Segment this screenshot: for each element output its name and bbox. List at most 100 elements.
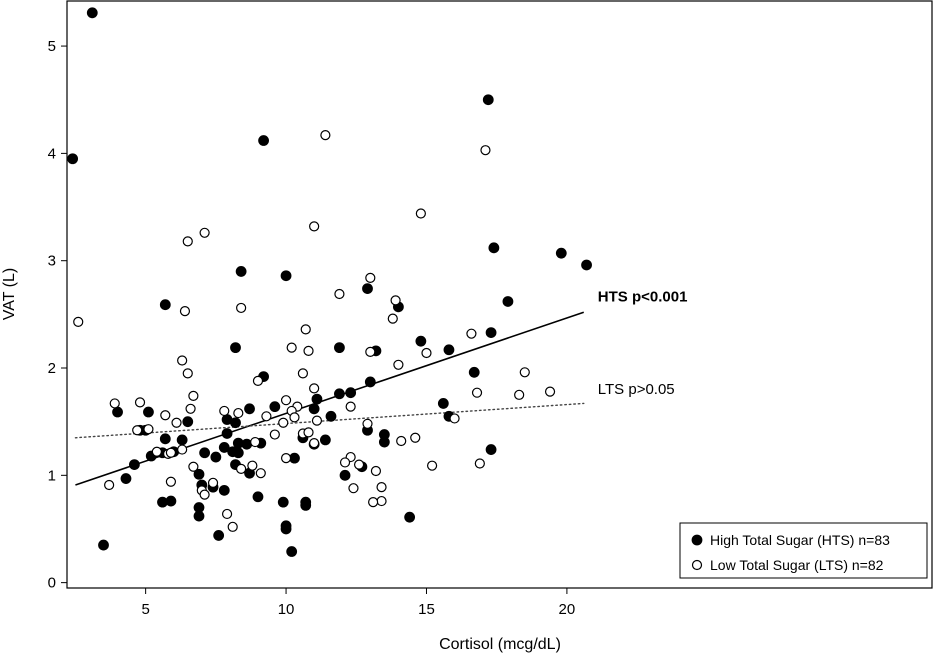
hts-data-point [269, 401, 281, 413]
lts-data-point [309, 438, 320, 449]
hts-data-point [218, 484, 230, 496]
legend-hts-label: High Total Sugar (HTS) n=83 [710, 532, 890, 548]
hts-data-point [364, 376, 376, 388]
hts-data-point [485, 444, 497, 455]
lts-data-point [73, 316, 84, 327]
hts-data-point [286, 546, 298, 557]
lts-data-point [368, 497, 379, 508]
hts-data-point [182, 416, 194, 428]
y-axis: 0 1 2 3 4 5 [48, 38, 67, 592]
hts-data-point [213, 530, 225, 541]
hts-data-point [308, 403, 320, 415]
lts-data-point [219, 405, 230, 417]
lts-data-point [269, 429, 280, 440]
legend-hts-marker [691, 534, 703, 546]
hts-data-point [404, 511, 416, 523]
hts-data-point [502, 296, 514, 307]
lts-data-point [207, 477, 219, 488]
hts-data-point [143, 406, 154, 418]
lts-data-point [221, 508, 233, 520]
hts-data-point [230, 417, 241, 429]
lts-data-point [250, 436, 261, 448]
hts-data-point [555, 247, 567, 259]
hts-data-point [98, 539, 109, 551]
lts-data-point [393, 359, 404, 370]
lts-data-point [143, 424, 154, 435]
lts-data-point [182, 368, 193, 379]
y-tick-label: 2 [48, 360, 56, 377]
hts-data-point [193, 468, 205, 480]
lts-data-point [165, 447, 177, 458]
lts-data-point [185, 403, 196, 414]
data-points [67, 7, 592, 557]
hts-data-point [199, 447, 211, 459]
hts-data-point [86, 7, 98, 19]
hts-data-point [218, 442, 230, 453]
hts-data-point [221, 428, 233, 439]
lts-data-point [177, 444, 188, 455]
lts-data-point [188, 461, 199, 472]
hts-data-point [280, 270, 292, 282]
lts-data-point [199, 489, 210, 500]
lts-data-point [236, 302, 247, 314]
hts-data-point [159, 299, 171, 311]
lts-data-point [309, 221, 320, 232]
x-tick-label: 5 [141, 601, 149, 618]
hts-data-point [581, 259, 592, 271]
legend-lts-marker [691, 559, 703, 571]
lts-data-point [227, 521, 238, 532]
hts-data-point [325, 410, 337, 422]
hts-data-point [339, 469, 351, 481]
lts-data-point [252, 375, 264, 386]
y-tick-label: 3 [48, 253, 56, 270]
lts-data-point [544, 386, 556, 397]
lts-data-point [255, 468, 266, 479]
hts-data-point [176, 434, 188, 446]
lts-fit-line [74, 402, 585, 439]
hts-data-point [485, 327, 497, 338]
lts-data-point [182, 236, 193, 247]
lts-data-point [188, 390, 199, 402]
hts-data-point [241, 438, 253, 450]
lts-data-point [278, 417, 289, 428]
lts-data-point [390, 295, 401, 306]
lts-data-point [236, 463, 247, 474]
hts-data-point [67, 153, 79, 165]
lts-data-point [247, 460, 258, 471]
hts-data-point [277, 496, 289, 508]
lts-data-point [365, 346, 376, 358]
lts-data-point [165, 476, 177, 487]
lts-data-point [300, 324, 311, 335]
hts-data-point [159, 433, 171, 445]
hts-data-point [319, 434, 331, 446]
hts-data-point [378, 436, 390, 448]
hts-data-point [112, 406, 123, 418]
lts-data-point [353, 459, 365, 470]
lts-data-point [334, 288, 345, 300]
lts-data-point [171, 417, 182, 428]
lts-data-point [179, 306, 191, 317]
lts-data-point [134, 397, 146, 408]
hts-data-point [443, 344, 455, 356]
x-tick-label: 20 [559, 601, 576, 618]
hts-data-point [311, 393, 323, 405]
hts-data-point [300, 499, 312, 511]
hts-data-point [232, 447, 244, 459]
lts-data-point [289, 412, 300, 423]
lts-data-point [415, 208, 426, 219]
lts-data-point [370, 465, 382, 477]
hts-data-point [334, 388, 345, 400]
lts-data-point [365, 272, 376, 283]
plot-frame [66, 0, 933, 589]
lts-data-point [387, 313, 398, 324]
lts-data-point [519, 367, 530, 378]
lts-data-point [280, 395, 292, 406]
lts-data-point [376, 495, 387, 507]
lts-data-point [303, 427, 314, 438]
hts-data-point [437, 398, 449, 409]
hts-data-point [258, 135, 269, 146]
lts-data-point [339, 457, 351, 468]
hts-data-point [193, 510, 205, 522]
hts-data-point [415, 335, 427, 347]
